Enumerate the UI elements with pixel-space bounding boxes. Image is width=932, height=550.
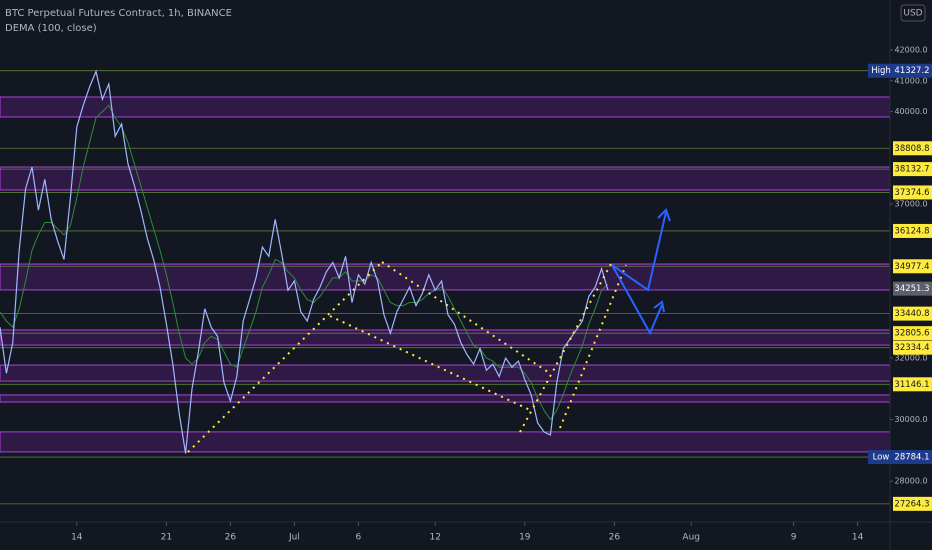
y-tick-label: 40000.0: [894, 107, 927, 116]
y-tick-label: 28000.0: [894, 477, 927, 486]
x-tick-label: 14: [852, 533, 864, 543]
trend-line: [559, 264, 627, 429]
x-tick-label: 21: [161, 533, 172, 543]
extreme-tag-box: [868, 63, 894, 78]
price-label: 28784.1: [894, 453, 929, 463]
legend-entry: DEMA (100, close): [5, 23, 97, 34]
price-label-box: [893, 223, 932, 238]
y-tick-label: 37000.0: [894, 199, 927, 208]
axes: 14 21 26 Jul 6 12 19 26 Aug 9 14 42000.0 41000.0 4000…: [71, 45, 932, 543]
zone: [0, 431, 891, 453]
price-label-box: [893, 377, 932, 392]
series-line: [0, 104, 609, 421]
series: [0, 69, 609, 454]
zone: [0, 96, 891, 118]
price-label: 32805.6: [894, 329, 929, 339]
x-tick-label: 12: [429, 533, 440, 543]
price-label-box: [893, 259, 932, 274]
price-label-box: [893, 281, 932, 296]
projection-arrows: [611, 208, 671, 336]
trend-line: [329, 315, 531, 411]
zone: [0, 394, 891, 403]
price-label-box: [893, 141, 932, 156]
price-label-box: [893, 63, 932, 78]
x-tick-label: Aug: [682, 533, 700, 543]
extreme-tag-box: [868, 450, 894, 465]
price-label: 31146.1: [894, 380, 929, 390]
y-tick-label: 42000.0: [894, 45, 927, 54]
unit-box[interactable]: [900, 4, 926, 22]
trend-line: [519, 261, 613, 433]
price-label-box: [893, 340, 932, 355]
price-label-box: [893, 185, 932, 200]
price-label: 34251.3: [894, 284, 929, 294]
y-tick-label: 41000.0: [894, 76, 927, 85]
price-label: 34977.4: [894, 262, 929, 272]
zone: [0, 263, 891, 291]
arrow-head: [653, 300, 665, 313]
price-label: 32334.4: [894, 343, 929, 353]
drawings: [187, 261, 627, 453]
extreme-tag: High: [871, 66, 891, 76]
arrow: [611, 264, 663, 336]
y-tick-label: 32000.0: [894, 353, 927, 362]
x-tick-label: Jul: [288, 533, 300, 543]
price-label: 38808.8: [894, 144, 929, 154]
x-tick-label: 9: [791, 533, 797, 543]
price-label: 33440.8: [894, 309, 929, 319]
price-label-box: [893, 450, 932, 465]
y-tick-label: 30000.0: [894, 415, 927, 424]
x-tick-label: 19: [519, 533, 531, 543]
arrow: [611, 211, 667, 292]
price-label: 36124.8: [894, 226, 929, 236]
extreme-tag: Low: [873, 453, 890, 463]
price-label-box: [893, 496, 932, 511]
unit-label[interactable]: USD: [903, 9, 922, 19]
series-line: [0, 69, 609, 454]
price-label-box: [893, 306, 932, 321]
levels: [0, 70, 890, 505]
price-label: 37374.6: [894, 188, 929, 198]
price-label: 41327.2: [894, 66, 929, 76]
chart-title: BTC Perpetual Futures Contract, 1h, BINA…: [5, 8, 232, 19]
zone: [0, 364, 891, 382]
zone: [0, 329, 891, 346]
x-tick-label: 26: [225, 533, 237, 543]
price-label-box: [893, 162, 932, 177]
x-tick-label: 14: [71, 533, 83, 543]
price-label-box: [893, 326, 932, 341]
zones: [0, 96, 891, 453]
x-tick-label: 6: [356, 533, 362, 543]
arrow-head: [657, 208, 671, 222]
x-tick-label: 26: [609, 533, 621, 543]
price-label: 27264.3: [894, 499, 929, 509]
trend-line: [381, 261, 549, 373]
price-label: 38132.7: [894, 165, 929, 175]
zone: [0, 166, 891, 191]
